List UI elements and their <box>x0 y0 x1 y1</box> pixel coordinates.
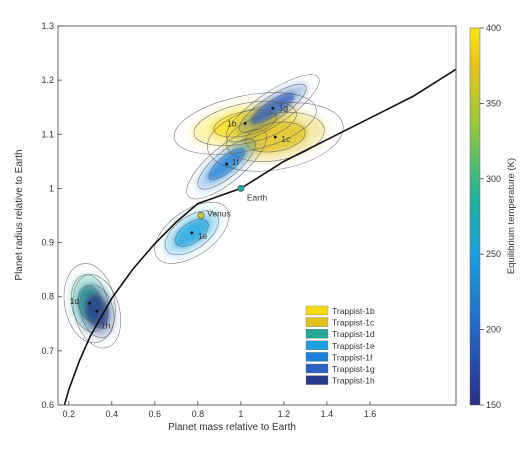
x-tick-label: 1 <box>238 409 243 419</box>
legend-entry: Trappist-1f <box>332 352 373 362</box>
x-axis-label: Planet mass relative to Earth <box>168 422 296 433</box>
planet-marker <box>225 162 229 166</box>
reference-marker <box>197 212 205 220</box>
reference-label: Venus <box>207 209 231 219</box>
planet-label: 1c <box>281 134 291 144</box>
legend-entry: Trappist-1h <box>332 376 375 386</box>
y-tick-label: 0.6 <box>41 400 54 410</box>
density-contour <box>207 102 344 172</box>
legend-entry: Trappist-1e <box>332 341 375 351</box>
x-tick-label: 0.4 <box>106 409 119 419</box>
y-tick-label: 0.7 <box>41 346 54 356</box>
earth-like-composition-curve <box>63 68 456 405</box>
legend-entry: Trappist-1g <box>332 364 375 374</box>
colorbar-tick-label: 400 <box>486 23 501 33</box>
density-contour <box>238 83 307 133</box>
colorbar-tick-label: 150 <box>486 400 501 410</box>
planet-label: 1e <box>198 231 208 241</box>
density-contour <box>63 263 116 344</box>
planet-marker <box>88 301 92 305</box>
colorbar-tick-label: 350 <box>486 98 501 108</box>
legend-swatch <box>305 317 329 327</box>
y-axis-ticks: 0.6 0.7 0.8 0.9 1 1.1 1.2 1.3 <box>41 21 62 410</box>
planet-label: 1h <box>101 320 111 330</box>
planet-marker <box>190 231 194 235</box>
reference-label: Earth <box>247 192 268 202</box>
planet-points-layer: 1b 1c 1d 1e 1f 1g 1h Earth Venus <box>70 102 291 330</box>
density-contour <box>79 284 115 339</box>
colorbar-tick-label: 200 <box>486 325 501 335</box>
colorbar-tick-label: 250 <box>486 249 501 259</box>
density-contour <box>208 148 245 180</box>
planet-label: 1g <box>279 102 289 112</box>
colorbar-ticks: 150 200 250 300 350 400 <box>480 23 501 410</box>
y-tick-label: 1 <box>49 183 54 193</box>
planet-label: 1d <box>70 296 80 306</box>
density-contour <box>78 285 102 321</box>
plot-frame <box>57 25 457 406</box>
density-contour <box>164 210 219 256</box>
density-contour <box>226 112 325 162</box>
legend-entry: Trappist-1b <box>332 306 375 316</box>
legend-swatch <box>305 352 329 362</box>
y-tick-label: 1.1 <box>41 129 54 139</box>
colorbar-label: Equilibrium temperature (K) <box>506 158 517 274</box>
x-tick-label: 0.6 <box>149 409 162 419</box>
planet-label: 1b <box>227 118 237 128</box>
x-axis-ticks: 0.2 0.4 0.6 0.8 1 1.2 1.4 1.6 <box>62 401 376 419</box>
y-tick-label: 0.9 <box>41 238 54 248</box>
legend-swatch <box>305 340 329 350</box>
legend-swatch <box>305 375 329 385</box>
planet-label: 1f <box>232 157 240 167</box>
legend-entry: Trappist-1c <box>332 318 375 328</box>
colorbar <box>469 27 481 406</box>
planet-marker <box>273 135 277 139</box>
y-tick-label: 1.3 <box>41 21 54 31</box>
density-contour <box>175 219 209 247</box>
density-contour <box>197 138 256 190</box>
contour-layer <box>63 74 344 349</box>
density-contour <box>154 201 230 264</box>
density-contour <box>251 93 294 124</box>
density-contour <box>245 121 306 153</box>
x-tick-label: 1.6 <box>364 409 377 419</box>
planet-marker <box>95 309 99 313</box>
density-contour <box>225 74 320 143</box>
y-axis-label: Planet radius relative to Earth <box>14 149 25 280</box>
density-contour <box>70 274 109 333</box>
legend-swatch <box>305 305 329 316</box>
legend-swatch <box>305 329 329 339</box>
x-tick-label: 1.4 <box>321 409 334 419</box>
legend-swatch <box>305 363 329 374</box>
colorbar-tick-label: 300 <box>486 174 501 184</box>
density-contour <box>72 274 122 349</box>
reference-marker <box>237 184 245 192</box>
planet-marker <box>271 106 275 110</box>
density-contour <box>173 92 317 155</box>
legend-entry: Trappist-1d <box>332 329 375 339</box>
y-tick-label: 1.2 <box>41 75 54 85</box>
planet-marker <box>243 122 247 125</box>
x-tick-label: 0.8 <box>192 409 205 419</box>
x-tick-label: 1.2 <box>278 409 291 419</box>
x-tick-label: 0.2 <box>62 409 75 419</box>
y-tick-label: 0.8 <box>41 292 54 302</box>
